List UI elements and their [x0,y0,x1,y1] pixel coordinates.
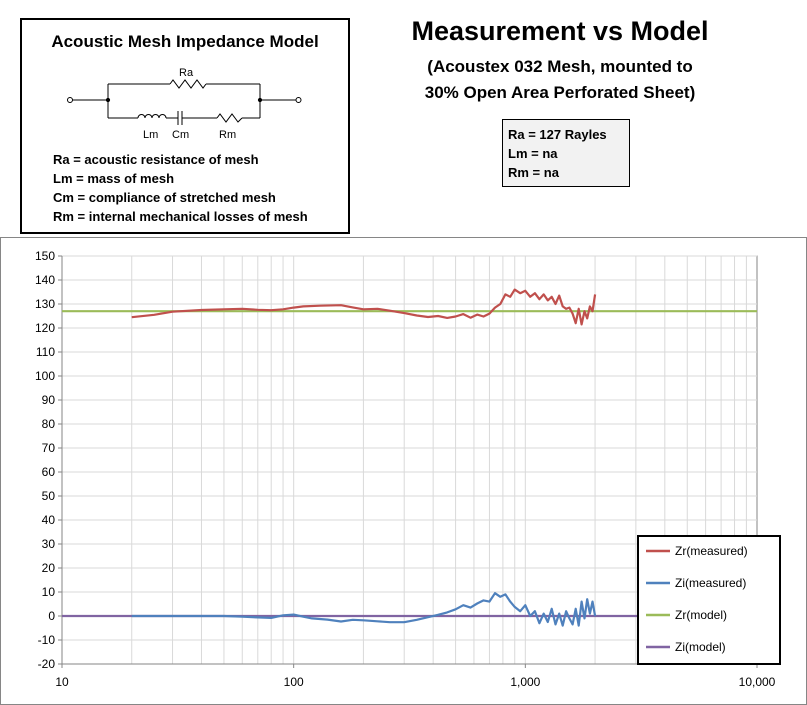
y-tick-label: 10 [42,585,56,599]
cm-label: Cm [172,129,189,141]
legend-entry: Zr(measured) [675,544,748,558]
y-tick-label: 0 [48,609,55,623]
definition-ra: Ra = acoustic resistance of mesh [53,152,259,167]
circuit-diagram: Ra Lm Cm Rm [67,67,302,141]
y-tick-label: 80 [42,417,56,431]
lm-inductor [137,114,167,119]
y-tick-label: 150 [35,249,55,263]
series-line-zr-measured [131,288,597,326]
terminal-left [67,97,73,103]
y-tick-label: 140 [35,273,55,287]
param-ra: Ra = 127 Rayles [508,127,607,142]
legend-box [637,535,781,665]
rm-label: Rm [219,129,236,141]
model-box-title: Acoustic Mesh Impedance Model [51,32,319,51]
y-tick-label: 110 [36,345,55,359]
subtitle-line-1: (Acoustex 032 Mesh, mounted to [427,57,693,76]
y-tick-label: 20 [42,561,56,575]
y-tick-label: 50 [42,489,56,503]
series-line-zi-measured [131,592,597,627]
y-tick-label: 70 [42,441,56,455]
legend-entry: Zi(measured) [675,576,746,590]
rm-resistor [216,113,243,123]
param-lm: Lm = na [508,146,558,161]
lm-label: Lm [143,129,158,141]
definitions-list: Ra = acoustic resistance of mesh Lm = ma… [53,150,308,226]
definition-lm: Lm = mass of mesh [53,171,175,186]
subtitle-line-2: 30% Open Area Perforated Sheet) [424,83,696,102]
ra-resistor [169,79,207,89]
y-tick-label: 130 [35,297,55,311]
x-tick-label: 100 [284,675,304,689]
legend-entry: Zr(model) [675,608,727,622]
y-tick-label: -20 [38,657,56,671]
x-tick-label: 10,000 [739,675,776,689]
y-tick-label: 40 [42,513,56,527]
model-box: Acoustic Mesh Impedance Model [20,18,350,234]
chart-area: -20 -10 0 10 20 30 40 50 60 70 80 90 100 110 120 130 140… [0,237,807,705]
terminal-right [295,97,302,103]
legend: Zr(measured) Zi(measured) Zr(model) Zi(mode… [637,535,781,665]
page-title: Measurement vs Model [411,16,709,46]
y-tick-label: 120 [35,321,55,335]
impedance-chart: -20 -10 0 10 20 30 40 50 60 70 80 90 100 110 120 130 140… [35,249,781,689]
page-subtitle: (Acoustex 032 Mesh, mounted to 30% Open … [355,54,765,106]
x-tick-label: 1,000 [510,675,540,689]
y-tick-label: 30 [42,537,56,551]
params-box: Ra = 127 Rayles Lm = na Rm = na [502,119,630,187]
definition-rm: Rm = internal mechanical losses of mesh [53,209,308,224]
series-layer [62,288,757,627]
y-tick-label: 100 [35,369,55,383]
y-tick-label: -10 [38,633,56,647]
axis-layer: -20 -10 0 10 20 30 40 50 60 70 80 90 100 110 120 130 140… [35,249,776,689]
x-tick-label: 10 [55,675,69,689]
y-tick-label: 60 [42,465,56,479]
ra-label: Ra [179,67,194,79]
param-rm: Rm = na [508,165,559,180]
legend-entry: Zi(model) [675,640,726,654]
definition-cm: Cm = compliance of stretched mesh [53,190,276,205]
y-tick-label: 90 [42,393,56,407]
